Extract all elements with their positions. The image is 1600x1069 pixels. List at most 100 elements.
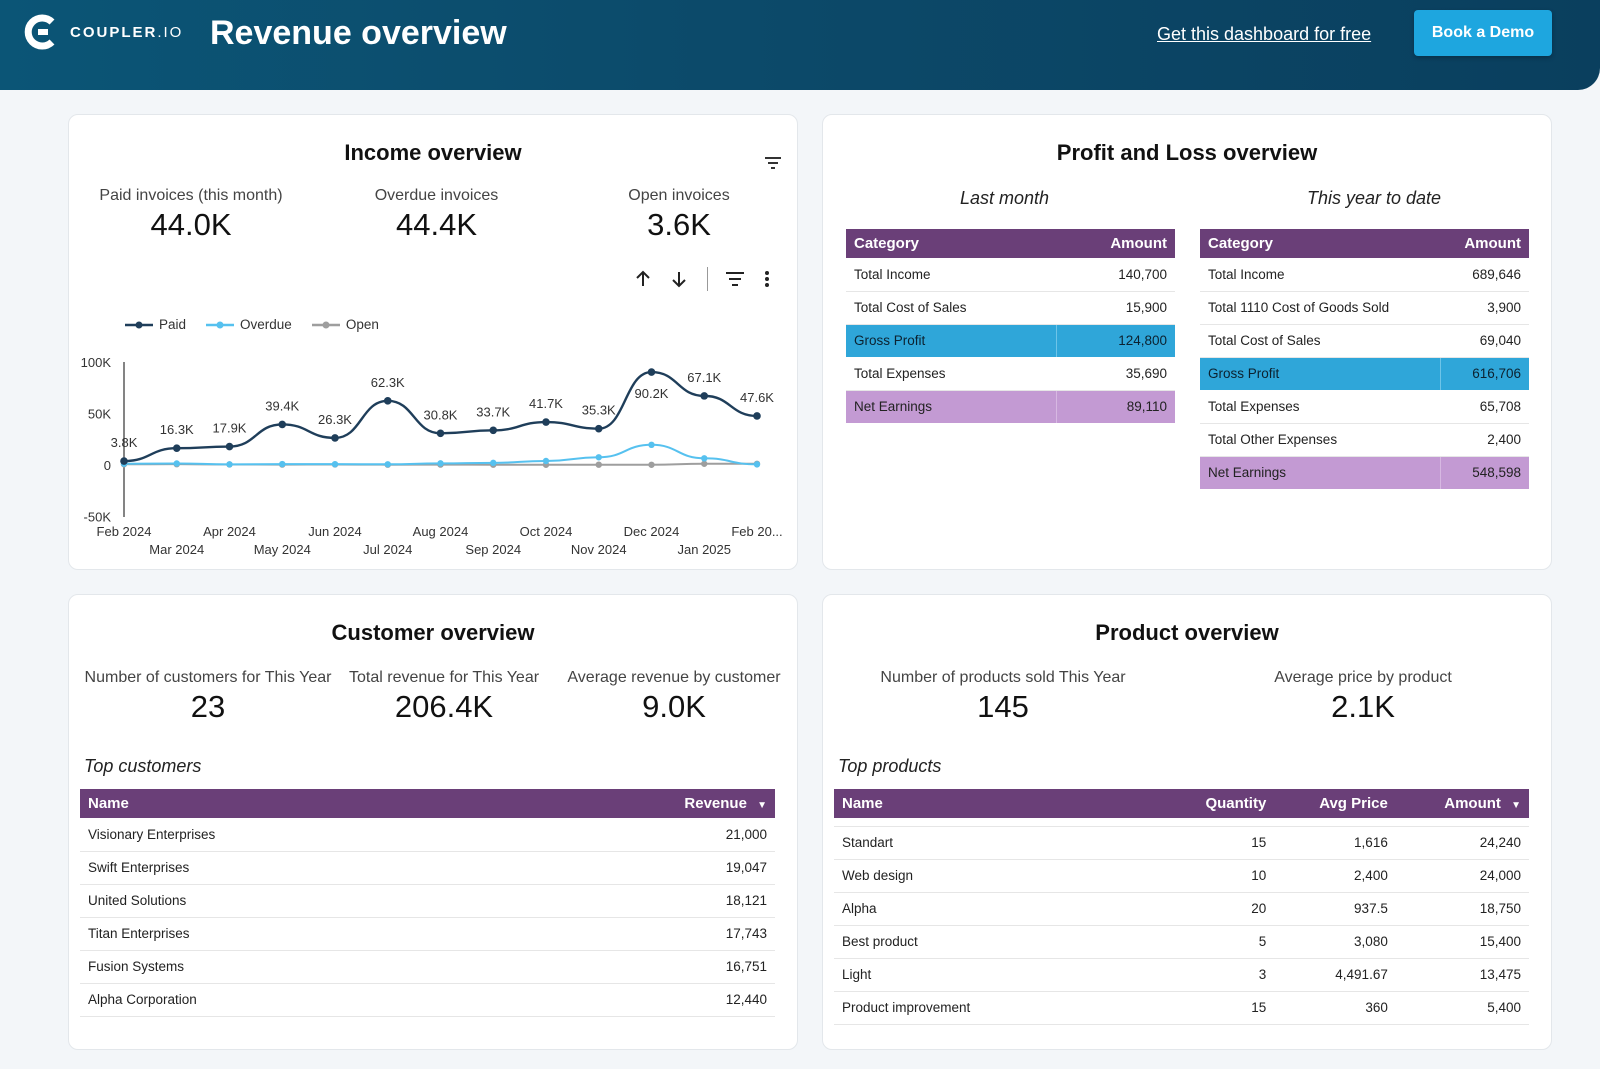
x-tick-label: Jun 2024 bbox=[308, 524, 362, 539]
table-row[interactable]: United Solutions 18,121 bbox=[80, 884, 775, 918]
col-category[interactable]: Category bbox=[846, 229, 1057, 258]
table-row[interactable]: Titan Enterprises 17,743 bbox=[80, 917, 775, 951]
sort-filter-icon[interactable] bbox=[725, 271, 745, 287]
y-tick-label: -50K bbox=[84, 510, 112, 525]
cell-name: Web design bbox=[834, 859, 1164, 893]
cell-revenue: 21,000 bbox=[491, 818, 775, 852]
income-overview-card: Income overview Paid invoices (this mont… bbox=[68, 114, 798, 570]
col-avg-price[interactable]: Avg Price bbox=[1274, 789, 1396, 818]
col-amount[interactable]: Amount ▼ bbox=[1395, 789, 1529, 818]
table-row[interactable]: Total 1110 Cost of Goods Sold 3,900 bbox=[1200, 291, 1529, 325]
table-row[interactable]: Gross Profit 124,800 bbox=[846, 324, 1175, 357]
cell-revenue: 12,440 bbox=[491, 983, 775, 1017]
data-point-paid bbox=[436, 429, 445, 438]
data-point-overdue bbox=[331, 460, 339, 468]
cell-revenue: 17,743 bbox=[491, 917, 775, 951]
legend-item-overdue[interactable]: Overdue bbox=[206, 317, 292, 332]
paid-invoices-kpi: Paid invoices (this month) 44.0K bbox=[91, 187, 291, 243]
more-vert-icon[interactable] bbox=[763, 269, 771, 289]
y-tick-label: 0 bbox=[104, 458, 111, 473]
col-quantity[interactable]: Quantity bbox=[1164, 789, 1275, 818]
cell-category: Gross Profit bbox=[846, 324, 1057, 357]
total-revenue-kpi: Total revenue for This Year 206.4K bbox=[349, 669, 539, 725]
customer-overview-title: Customer overview bbox=[331, 620, 535, 645]
table-row[interactable]: Net Earnings 89,110 bbox=[846, 390, 1175, 423]
cell-amount: 24,000 bbox=[1395, 859, 1529, 893]
table-row[interactable]: Product improvement 15 360 5,400 bbox=[834, 991, 1529, 1025]
data-point-overdue bbox=[279, 460, 286, 468]
open-invoices-kpi: Open invoices 3.6K bbox=[609, 187, 749, 243]
sort-desc-icon[interactable]: ▼ bbox=[1511, 800, 1521, 811]
legend-item-paid[interactable]: Paid bbox=[125, 317, 186, 332]
table-row[interactable]: Total Expenses 35,690 bbox=[846, 357, 1175, 391]
x-tick-label: Aug 2024 bbox=[413, 524, 469, 539]
data-point-paid bbox=[225, 442, 234, 451]
col-amount[interactable]: Amount bbox=[1440, 229, 1529, 258]
kpi-label: Number of customers for This Year bbox=[84, 669, 332, 686]
x-tick-label: Nov 2024 bbox=[571, 542, 627, 557]
table-row[interactable]: Visionary Enterprises 21,000 bbox=[80, 818, 775, 852]
customer-overview-card: Customer overview Number of customers fo… bbox=[68, 594, 798, 1050]
table-row[interactable]: Total Income 140,700 bbox=[846, 258, 1175, 292]
data-point-overdue bbox=[490, 459, 497, 467]
table-row[interactable]: Gross Profit 616,706 bbox=[1200, 357, 1529, 390]
table-row[interactable]: Net Earnings 548,598 bbox=[1200, 456, 1529, 489]
cell-amount: 616,706 bbox=[1439, 357, 1529, 390]
cell-amount: 24,240 bbox=[1395, 826, 1529, 860]
table-row[interactable]: Swift Enterprises 19,047 bbox=[80, 851, 775, 885]
toolbar-divider bbox=[707, 267, 708, 291]
table-row[interactable]: Total Other Expenses 2,400 bbox=[1200, 423, 1529, 457]
table-row[interactable]: Total Expenses 65,708 bbox=[1200, 390, 1529, 424]
table-row[interactable]: Best product 5 3,080 15,400 bbox=[834, 925, 1529, 959]
arrow-up-icon[interactable] bbox=[633, 269, 653, 289]
table-row[interactable]: Total Income 689,646 bbox=[1200, 258, 1529, 292]
data-label: 35.3K bbox=[582, 403, 616, 418]
cell-category: Net Earnings bbox=[846, 390, 1057, 423]
table-row[interactable]: Standart 15 1,616 24,240 bbox=[834, 826, 1529, 860]
cell-name: Light bbox=[834, 958, 1164, 992]
ytd-heading: This year to date bbox=[1307, 188, 1442, 208]
arrow-down-icon[interactable] bbox=[669, 269, 689, 289]
kpi-label: Paid invoices (this month) bbox=[99, 187, 283, 204]
table-row[interactable]: Total Cost of Sales 15,900 bbox=[846, 291, 1175, 325]
col-amount[interactable]: Amount bbox=[1056, 229, 1175, 258]
data-point-overdue bbox=[173, 460, 180, 467]
filter-icon[interactable] bbox=[763, 155, 783, 171]
data-point-paid bbox=[700, 392, 709, 400]
table-row[interactable]: Alpha Corporation 12,440 bbox=[80, 983, 775, 1017]
data-point-overdue bbox=[701, 455, 708, 462]
cell-category: Total Other Expenses bbox=[1200, 423, 1441, 457]
table-row[interactable]: Alpha 20 937.5 18,750 bbox=[834, 892, 1529, 926]
kpi-value: 145 bbox=[977, 689, 1029, 724]
brand-logo[interactable]: COUPLER.IO bbox=[22, 14, 183, 50]
cell-amount: 3,900 bbox=[1440, 291, 1529, 325]
col-name[interactable]: Name bbox=[834, 789, 1164, 818]
col-category[interactable]: Category bbox=[1200, 229, 1441, 258]
customers-count-kpi: Number of customers for This Year 23 bbox=[83, 669, 333, 725]
sort-desc-icon[interactable]: ▼ bbox=[757, 800, 767, 811]
data-point-open bbox=[701, 460, 708, 467]
table-row[interactable]: Web design 10 2,400 24,000 bbox=[834, 859, 1529, 893]
data-point-overdue bbox=[226, 461, 233, 468]
data-label: 41.7K bbox=[529, 396, 563, 411]
table-spacer bbox=[834, 818, 1529, 827]
overdue-invoices-kpi: Overdue invoices 44.4K bbox=[344, 187, 529, 243]
get-dashboard-link[interactable]: Get this dashboard for free bbox=[1157, 24, 1372, 44]
kpi-label: Overdue invoices bbox=[374, 187, 499, 204]
table-row[interactable]: Fusion Systems 16,751 bbox=[80, 950, 775, 984]
col-name[interactable]: Name bbox=[80, 789, 492, 818]
data-label: 47.6K bbox=[740, 390, 774, 405]
data-label: 3.8K bbox=[111, 435, 138, 450]
col-revenue[interactable]: Revenue ▼ bbox=[491, 789, 775, 818]
pnl-overview-card: Profit and Loss overview Last month This… bbox=[822, 114, 1552, 570]
legend-item-open[interactable]: Open bbox=[311, 317, 379, 332]
cell-category: Total Cost of Sales bbox=[846, 291, 1057, 325]
cell-amount: 548,598 bbox=[1439, 456, 1529, 489]
book-demo-button[interactable]: Book a Demo bbox=[1414, 10, 1552, 56]
legend-paid-swatch bbox=[125, 321, 153, 328]
table-row[interactable]: Total Cost of Sales 69,040 bbox=[1200, 324, 1529, 358]
x-tick-label: Oct 2024 bbox=[520, 524, 573, 539]
table-row[interactable]: Light 3 4,491.67 13,475 bbox=[834, 958, 1529, 992]
cell-category: Total Expenses bbox=[1200, 390, 1441, 424]
